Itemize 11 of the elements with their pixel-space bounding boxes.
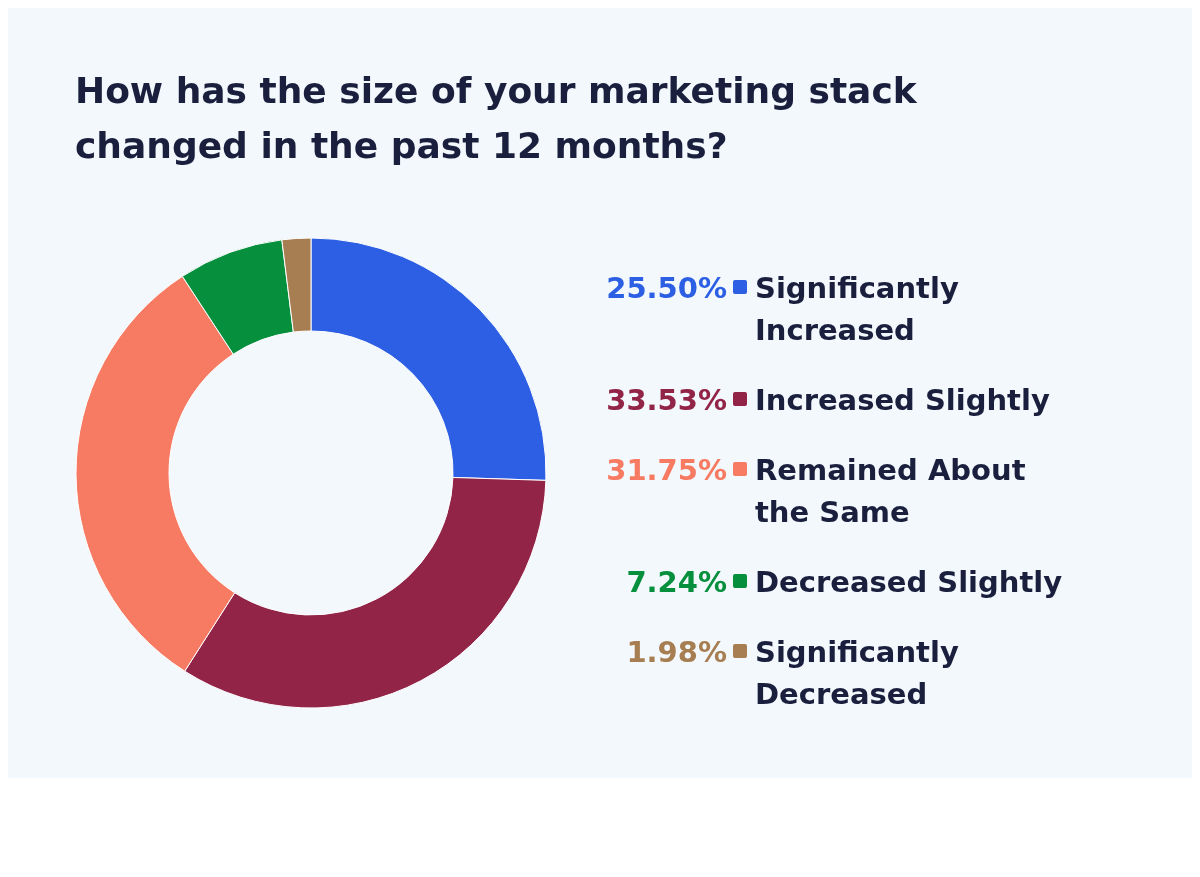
data-label: 33.53% <box>606 383 727 417</box>
data-label: 25.50% <box>606 271 727 305</box>
legend-label: Significantly Increased <box>755 271 959 347</box>
legend-label: Remained About the Same <box>755 453 1026 529</box>
data-label: 7.24% <box>626 565 727 599</box>
legend-label: Increased Slightly <box>755 383 1050 417</box>
data-label: 31.75% <box>606 453 727 487</box>
legend-label: Significantly Decreased <box>755 635 959 711</box>
data-label: 1.98% <box>626 635 727 669</box>
chart-title: How has the size of your marketing stack changed in the past 12 months? <box>75 70 918 166</box>
legend-label: Decreased Slightly <box>755 565 1063 599</box>
